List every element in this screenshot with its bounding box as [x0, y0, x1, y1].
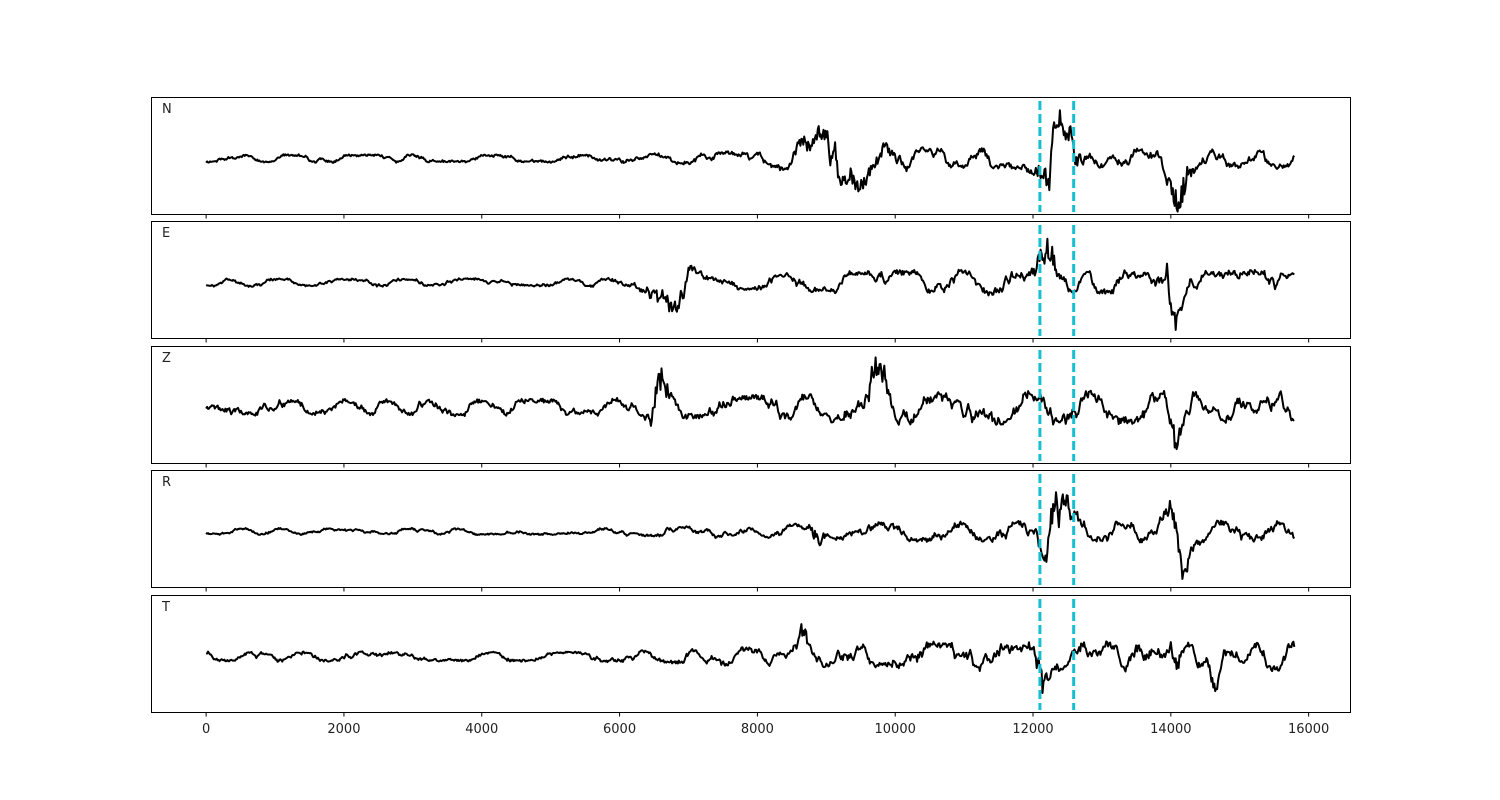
panel-frame — [151, 97, 1351, 215]
x-tick-label: 14000 — [1150, 722, 1191, 737]
x-tick-label: 16000 — [1288, 722, 1329, 737]
panel-label: N — [162, 102, 172, 117]
panel-label: Z — [162, 351, 171, 366]
panel-label: T — [161, 600, 170, 615]
panel-label: R — [162, 475, 171, 490]
x-tick-label: 10000 — [875, 722, 916, 737]
x-tick-label: 2000 — [327, 722, 360, 737]
x-tick-label: 6000 — [603, 722, 636, 737]
waveform-trace — [205, 623, 1296, 694]
panel-frame — [151, 470, 1351, 588]
x-tick-label: 4000 — [465, 722, 498, 737]
panel-frame — [151, 595, 1351, 713]
waveform-trace — [206, 237, 1295, 331]
panel-e: E — [151, 221, 1351, 343]
panel-label: E — [162, 226, 170, 241]
panel-frame — [151, 221, 1351, 339]
panel-r: R — [151, 470, 1351, 592]
waveform-trace — [205, 491, 1296, 580]
x-tick-label: 8000 — [741, 722, 774, 737]
x-tick-label: 0 — [202, 722, 210, 737]
x-tick-label: 12000 — [1012, 722, 1053, 737]
waveform-trace — [205, 356, 1295, 451]
panel-z: Z — [151, 346, 1351, 468]
panel-n: N — [151, 97, 1351, 219]
panel-frame — [151, 346, 1351, 464]
panel-t: T — [151, 595, 1351, 717]
waveform-trace — [205, 109, 1296, 213]
